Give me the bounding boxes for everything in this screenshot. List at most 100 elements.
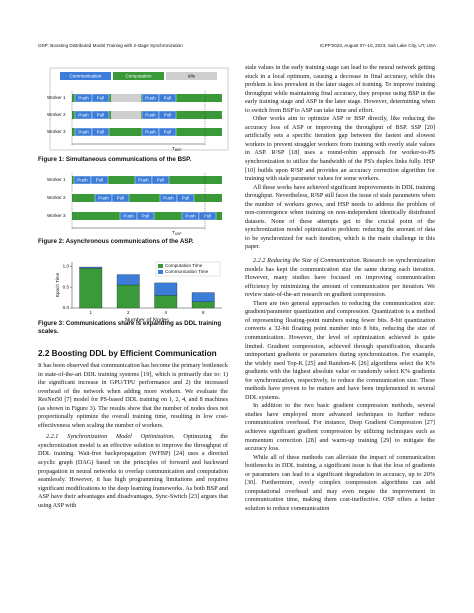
paragraph: stale values in the early training stage… bbox=[245, 64, 435, 114]
block-label: Push bbox=[78, 130, 89, 135]
worker-label: Worker 1 bbox=[47, 177, 66, 182]
paragraph: It has been observed that communication … bbox=[38, 362, 228, 429]
block-label: Push bbox=[123, 214, 134, 219]
block-label: Push bbox=[138, 178, 149, 183]
figure-frame bbox=[49, 67, 229, 151]
legend-label: Communication Time bbox=[165, 269, 209, 274]
x-tick-label: 1 bbox=[89, 310, 92, 315]
worker-label: Worker 2 bbox=[47, 112, 66, 117]
caption: Figure 1: Simultaneous communications of… bbox=[38, 156, 192, 163]
block-label: Pull bbox=[204, 214, 212, 219]
bar bbox=[116, 274, 140, 286]
y-tick-label: 0.5 bbox=[63, 284, 70, 289]
paragraph: 2.2.1 Synchronization Model Optimization… bbox=[38, 433, 228, 510]
bar bbox=[191, 301, 215, 309]
left-column: It has been observed that communication … bbox=[38, 362, 228, 510]
legend-label: Computation Time bbox=[165, 263, 203, 268]
y-tick-label: 1.0 bbox=[63, 263, 70, 268]
comm-block bbox=[158, 127, 177, 137]
worker-label: Worker 3 bbox=[47, 129, 66, 134]
paragraph: There are two general approaches to redu… bbox=[245, 299, 435, 401]
paragraph: In addition to the two basic gradient co… bbox=[245, 402, 435, 453]
block-label: Pull bbox=[164, 113, 172, 118]
block-label: Pull bbox=[97, 113, 105, 118]
bar bbox=[191, 292, 215, 302]
bar bbox=[116, 284, 140, 309]
period-label: TASP bbox=[172, 230, 182, 236]
block-label: Push bbox=[77, 178, 88, 183]
bar bbox=[79, 266, 103, 269]
paragraph: Other works aim to optimize ASP or BSP d… bbox=[245, 115, 435, 183]
period-symbol: T bbox=[172, 146, 175, 151]
subsection-heading: 2.2.1 Synchronization Model Optimization… bbox=[46, 433, 175, 441]
block-label: Pull bbox=[97, 96, 105, 101]
block-label: Pull bbox=[117, 196, 125, 201]
legend-label: Communication bbox=[70, 74, 102, 79]
text: Research on synchronization models has k… bbox=[245, 257, 435, 299]
comm-block bbox=[111, 193, 130, 203]
comm-block bbox=[176, 193, 195, 203]
block-label: Push bbox=[145, 130, 156, 135]
block-label: Push bbox=[145, 96, 156, 101]
caption: Figure 3: Communications share is expand… bbox=[38, 320, 222, 335]
block-label: Pull bbox=[182, 196, 190, 201]
idle-block bbox=[111, 94, 141, 102]
block-label: Push bbox=[98, 196, 109, 201]
block-label: Push bbox=[145, 113, 156, 118]
comm-block bbox=[151, 175, 170, 185]
block-label: Pull bbox=[164, 130, 172, 135]
comm-block bbox=[90, 175, 109, 185]
y-tick-label: 0.0 bbox=[63, 305, 70, 310]
idle-block bbox=[111, 111, 141, 119]
block-label: Pull bbox=[164, 96, 172, 101]
period-label: TBSP bbox=[172, 146, 182, 152]
paragraph: All these works have achieved significan… bbox=[245, 183, 435, 251]
worker-label: Worker 2 bbox=[47, 195, 66, 200]
period-subscript: ASP bbox=[175, 232, 183, 236]
legend-box bbox=[155, 261, 221, 277]
block-label: Push bbox=[163, 196, 174, 201]
block-label: Pull bbox=[96, 178, 104, 183]
legend-label: Computation bbox=[125, 74, 151, 79]
bar bbox=[79, 268, 103, 309]
block-label: Pull bbox=[97, 130, 105, 135]
x-tick-label: 4 bbox=[164, 310, 167, 315]
y-axis-label: Epoch Time bbox=[55, 272, 60, 297]
figures: Communication Computation Idle Worker 1 Push… bbox=[47, 67, 229, 323]
caption: Figure 2: Asynchronous communications of… bbox=[38, 238, 194, 245]
running-head: ICPP'2023, August 07–10, 2023, Salt Lake… bbox=[320, 43, 436, 48]
x-axis-label: Number of Nodes bbox=[125, 317, 169, 323]
text: Optimizing the synchronization model is … bbox=[38, 433, 228, 509]
worker-label: Worker 1 bbox=[47, 95, 66, 100]
legend-swatch bbox=[166, 72, 217, 80]
x-tick-label: 2 bbox=[127, 310, 130, 315]
block-label: Pull bbox=[157, 178, 165, 183]
x-tick-label: 8 bbox=[202, 310, 205, 315]
comm-block bbox=[158, 110, 177, 120]
worker-label: Worker 3 bbox=[47, 213, 66, 218]
legend-swatch bbox=[113, 72, 164, 80]
block-label: Push bbox=[78, 96, 89, 101]
section-heading: 2.2 Boosting DDL by Efficient Communicat… bbox=[38, 349, 217, 358]
legend-label: Idle bbox=[188, 74, 196, 79]
comm-block bbox=[198, 211, 217, 221]
paragraph: While all of these methods can alleviate… bbox=[245, 453, 435, 512]
comm-block bbox=[158, 93, 177, 103]
subsection-heading: 2.2.2 Reducing the Size of Communication… bbox=[253, 257, 362, 265]
legend-swatch bbox=[60, 72, 111, 80]
block-label: Push bbox=[78, 113, 89, 118]
compute-bar bbox=[72, 194, 222, 202]
comm-block bbox=[136, 211, 155, 221]
right-column: stale values in the early training stage… bbox=[245, 64, 435, 513]
period-subscript: BSP bbox=[175, 148, 183, 152]
block-label: Pull bbox=[142, 214, 150, 219]
comm-block bbox=[91, 110, 110, 120]
legend-swatch bbox=[158, 270, 163, 274]
block-label: Push bbox=[185, 214, 196, 219]
running-head: OSP: Boosting Distributed Model Training… bbox=[38, 43, 183, 48]
bar bbox=[154, 282, 178, 296]
comm-block bbox=[91, 127, 110, 137]
period-symbol: T bbox=[172, 230, 175, 235]
comm-block bbox=[91, 93, 110, 103]
